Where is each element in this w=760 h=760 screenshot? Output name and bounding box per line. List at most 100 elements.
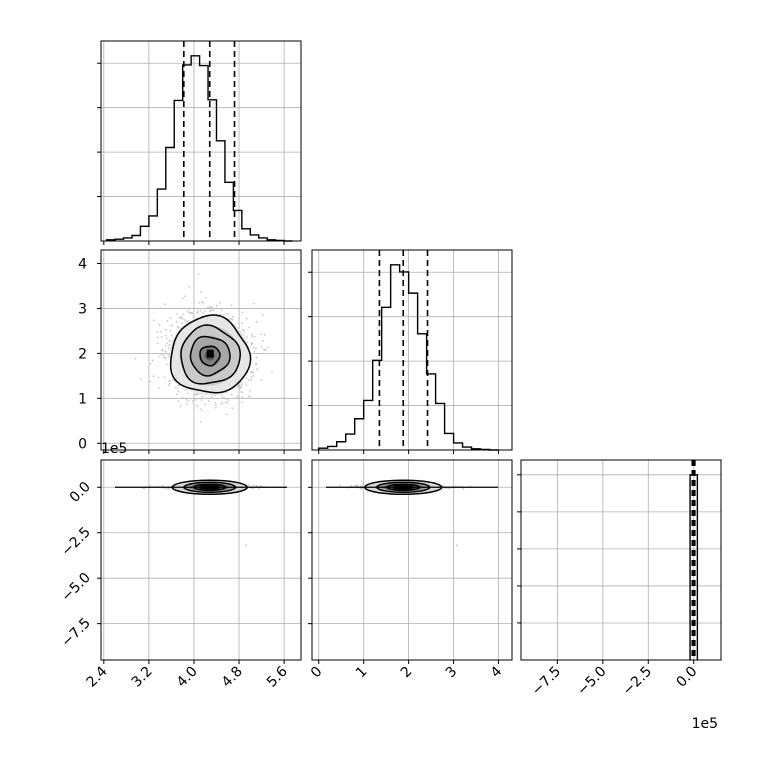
sample-point [212,309,215,312]
sample-point [200,397,202,400]
contour-2 [193,483,227,492]
sample-point [245,377,248,379]
sample-point [200,399,203,402]
sample-point [255,320,258,323]
sample-point [218,301,221,304]
sample-point [179,317,182,319]
sample-point [188,312,191,314]
sample-point [263,348,265,351]
sample-point [184,388,187,391]
sample-point [179,405,182,407]
sample-point [259,485,262,487]
sample-point [253,350,256,353]
sample-point [219,313,222,316]
sample-point [156,342,159,345]
contour-2 [189,335,231,377]
sample-point [202,301,205,304]
sample-point [167,353,170,355]
sample-point [214,401,217,404]
sample-point [207,400,210,403]
sample-point [201,395,204,398]
sample-point [165,334,167,337]
sample-point [185,321,187,324]
sample-point [187,320,190,322]
sample-point [197,273,200,276]
sample-point [199,309,202,312]
sample-point [169,330,172,332]
y-tick-label: 0 [78,436,87,452]
sample-point [149,362,152,365]
sample-point [241,396,244,399]
sample-point [255,356,258,359]
sample-point [224,401,227,404]
sample-point [241,383,243,386]
sample-point [253,335,256,338]
sample-point [134,357,137,360]
sample-point [253,346,255,349]
sample-point [243,331,246,333]
panel-frame [100,40,302,242]
sample-point [163,376,166,379]
sample-point [211,307,214,310]
sample-point [178,326,180,329]
sample-point [157,376,160,379]
sample-point [226,401,229,404]
sample-point [181,396,184,399]
histogram-panel-0 [97,40,302,245]
sample-point [164,328,167,331]
sample-point [210,395,213,398]
sample-point [226,312,229,315]
sample-point [140,378,143,380]
sample-point [191,400,194,402]
sample-point [237,321,240,324]
sample-point [186,310,189,313]
sample-point [241,311,244,314]
sample-point [176,312,178,315]
sample-point [339,484,341,487]
panel-frame [520,459,722,661]
histogram-panel-2 [517,459,722,664]
sample-point [241,322,244,324]
sample-point [200,421,203,423]
sample-point [169,382,171,385]
sample-point [171,379,174,381]
sample-point [149,485,151,487]
scatter-panel-0-1 [97,249,302,454]
sample-point [220,309,223,312]
y-tick-label: 4 [78,256,87,272]
sample-point [249,389,251,392]
sample-point [236,395,239,398]
sample-point [267,346,270,349]
sample-point [167,384,170,387]
sample-point [235,397,237,400]
sample-point [177,390,180,393]
sample-point [181,297,184,300]
sample-point [245,384,248,386]
sample-point [253,484,255,487]
sample-point [260,333,263,335]
sample-point [252,371,255,374]
histogram-panel-1 [308,249,513,454]
sample-point [156,336,159,339]
sample-point [167,488,170,490]
sample-point [225,391,228,394]
contour-1 [376,481,431,494]
sample-point [356,484,359,487]
sample-point [350,485,353,487]
sample-point [152,375,155,377]
contour-0 [169,314,252,394]
sample-point [164,350,167,353]
x-scale-label: 1e5 [692,716,718,732]
sample-point [187,400,190,402]
sample-point [158,355,160,358]
sample-point [166,319,169,322]
sample-point [262,314,265,317]
sample-point [149,380,152,383]
sample-point [230,393,233,396]
sample-point [157,387,160,389]
sample-point [168,340,171,343]
sample-point [200,409,203,412]
sample-point [166,337,168,340]
sample-point [201,301,204,304]
sample-point [181,322,183,325]
